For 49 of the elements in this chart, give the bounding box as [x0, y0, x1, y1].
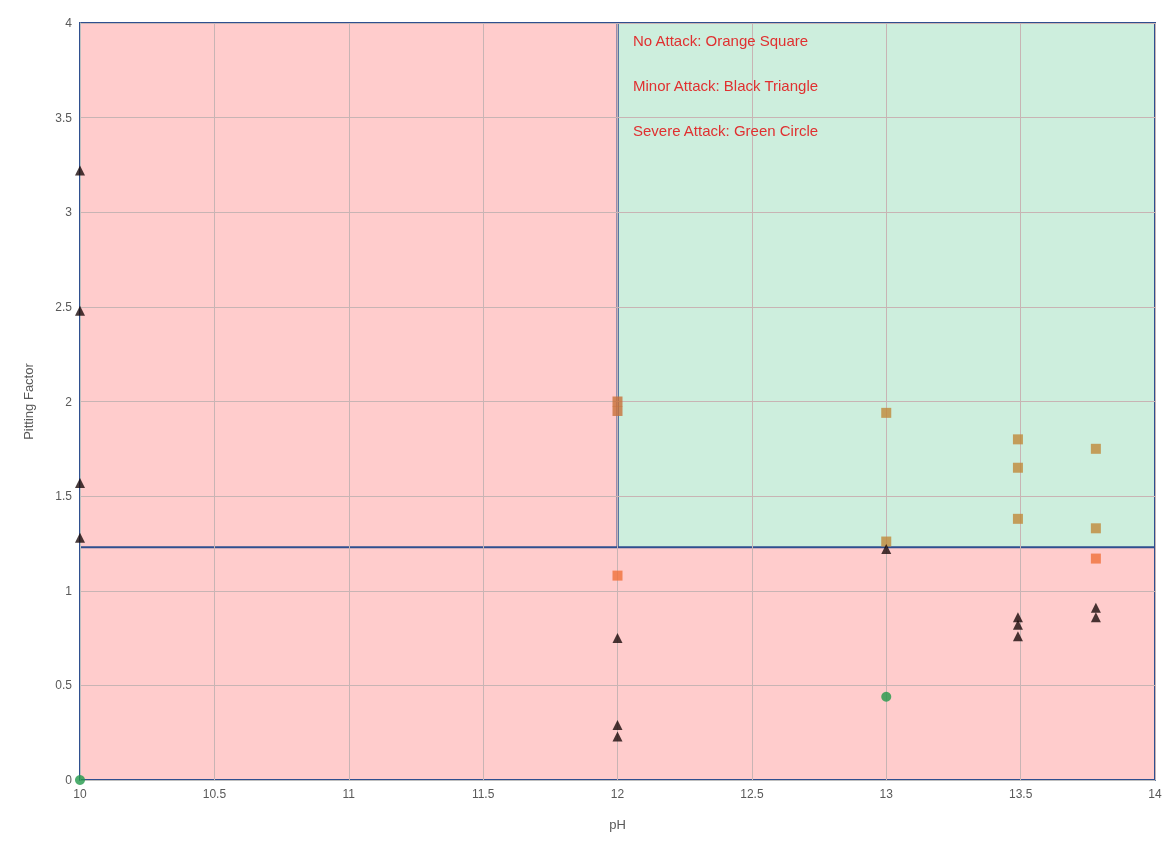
point — [1012, 513, 1023, 524]
annotation: Severe Attack: Green Circle — [633, 122, 819, 139]
point — [1012, 619, 1023, 630]
point — [75, 775, 85, 785]
x-tick-label: 13.5 — [1008, 787, 1033, 801]
y-tick-label: 0 — [65, 773, 73, 787]
point — [881, 691, 892, 702]
point — [1090, 612, 1101, 623]
x-tick-label: 13 — [879, 787, 894, 801]
point — [612, 720, 623, 731]
y-tick-label: 3.5 — [55, 110, 73, 125]
point — [1090, 602, 1101, 613]
point — [75, 477, 85, 488]
x-tick-label: 11.5 — [471, 787, 495, 801]
x-tick-label: 12 — [610, 787, 625, 801]
point — [75, 305, 85, 316]
y-tick-label: 2 — [65, 394, 73, 409]
x-tick-label: 11 — [342, 787, 356, 801]
point — [1090, 553, 1101, 564]
x-tick-label: 14 — [1148, 787, 1162, 801]
point — [75, 165, 85, 176]
x-axis-title: pH — [609, 817, 626, 832]
point — [612, 405, 623, 416]
annotation: No Attack: Orange Square — [633, 32, 809, 49]
point — [881, 536, 892, 547]
y-tick-label: 0.5 — [55, 678, 73, 693]
point — [612, 633, 623, 644]
y-tick-label: 1.5 — [55, 489, 73, 504]
y-tick-label: 1 — [65, 583, 73, 598]
point — [1090, 523, 1101, 534]
point — [1090, 443, 1101, 454]
y-axis-title: Pitting Factor — [21, 362, 36, 440]
x-tick-label: 10 — [73, 787, 87, 801]
point — [1012, 612, 1023, 623]
point — [75, 532, 85, 543]
point — [1012, 434, 1023, 445]
point — [612, 396, 623, 407]
y-tick-label: 4 — [65, 16, 73, 30]
y-tick-label: 3 — [65, 205, 73, 220]
point — [612, 731, 623, 742]
x-tick-label: 12.5 — [740, 787, 764, 801]
point — [1012, 462, 1023, 473]
point — [612, 570, 623, 581]
point — [881, 544, 892, 555]
y-tick-label: 2.5 — [55, 299, 73, 314]
annotation: Minor Attack: Black Triangle — [633, 77, 819, 94]
point — [881, 407, 892, 418]
point — [1012, 631, 1023, 642]
x-tick-label: 10.5 — [202, 787, 227, 801]
